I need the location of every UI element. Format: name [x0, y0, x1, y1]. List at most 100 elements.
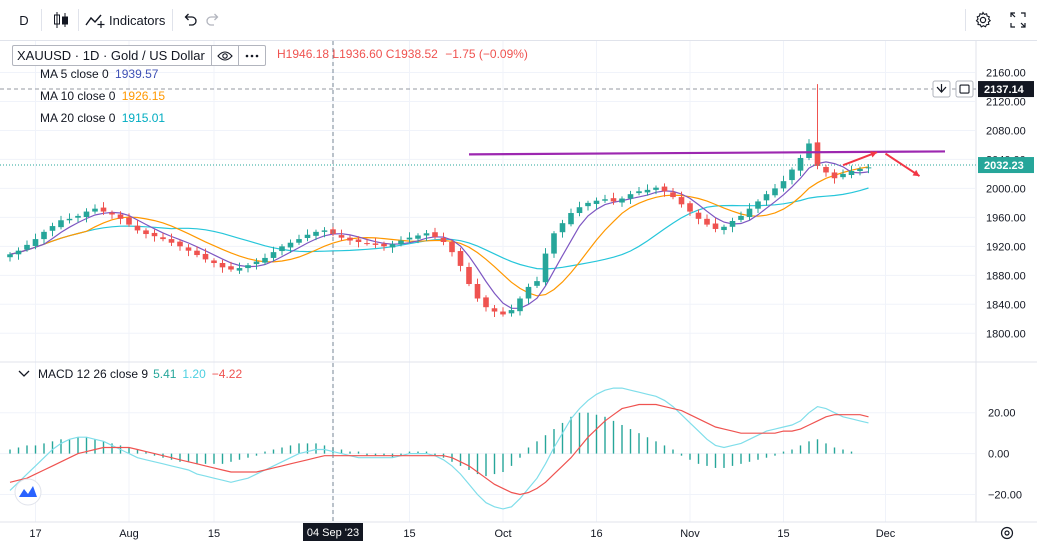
candle-body — [236, 268, 243, 271]
macd-signal-value: −4.22 — [211, 367, 243, 381]
interval-button[interactable]: D — [14, 8, 34, 32]
trend-line — [468, 150, 946, 156]
ma5-legend[interactable]: MA 5 close 0 1939.57 — [40, 67, 158, 81]
candle-body — [372, 243, 379, 245]
candle-body — [576, 207, 583, 214]
more-icon — [245, 54, 259, 57]
price-chart[interactable]: 2160.002120.002080.002040.002000.001960.… — [0, 41, 1037, 547]
macd-tick-label: 20.00 — [988, 408, 1016, 420]
candle-body — [423, 233, 430, 236]
candle-body — [347, 237, 353, 241]
candle-body — [593, 200, 600, 204]
price-tick-label: 1840.00 — [986, 299, 1026, 311]
ma20-legend[interactable]: MA 20 close 0 1915.01 — [40, 111, 165, 125]
indicators-button[interactable]: Indicators — [85, 8, 165, 32]
candle-body — [245, 265, 251, 269]
candle-body — [24, 244, 30, 250]
axes: 2160.002120.002080.002040.002000.001960.… — [14, 67, 1034, 541]
candle-body — [568, 213, 574, 225]
candle-body — [262, 257, 268, 263]
ma10-line — [9, 166, 869, 297]
ma10-label: MA 10 close 0 — [40, 89, 116, 103]
candle-body — [338, 235, 345, 238]
more-button[interactable] — [237, 46, 265, 65]
candle-body — [704, 218, 710, 225]
collapse-icon[interactable] — [16, 368, 32, 380]
logo-badge — [14, 478, 42, 506]
candle-body — [644, 189, 651, 193]
macd-line — [9, 387, 869, 510]
candle-body — [491, 308, 498, 312]
candle-body — [627, 194, 634, 199]
time-tick-label: 15 — [403, 528, 415, 540]
ma20-value: 1915.01 — [121, 111, 166, 125]
close-value: C1938.52 — [385, 47, 438, 61]
candle-body — [296, 239, 302, 243]
macd-legend[interactable]: MACD 12 26 close 9 5.41 1.20 −4.22 — [16, 367, 242, 381]
macd-line-value: 1.20 — [182, 367, 206, 381]
arrow-down-line — [884, 152, 921, 177]
ma10-legend[interactable]: MA 10 close 0 1926.15 — [40, 89, 165, 103]
ma20-label: MA 20 close 0 — [40, 111, 116, 125]
candle-body — [585, 202, 591, 207]
reset-scale-button — [955, 80, 974, 98]
arrow-up-head — [870, 151, 877, 158]
fullscreen-icon — [1010, 12, 1026, 28]
candle-body — [253, 261, 260, 265]
candle-body — [823, 167, 829, 173]
candle-body — [398, 240, 404, 245]
redo-button[interactable] — [203, 8, 223, 32]
low-value: L1936.60 — [332, 47, 383, 61]
candle-body — [474, 284, 481, 299]
grid — [0, 41, 1037, 523]
macd-label: MACD 12 26 close 9 — [38, 367, 149, 381]
symbol-legend[interactable]: XAUUSD · 1D · Gold / US Dollar — [12, 45, 266, 66]
logo-icon — [19, 486, 37, 497]
ohlc-values: H1946.18 L1936.60 C1938.52 −1.75 (−0.09%… — [277, 47, 528, 61]
ma20-line — [9, 187, 869, 270]
fullscreen-button[interactable] — [1007, 8, 1029, 32]
candle-body — [746, 208, 753, 218]
high-price-label: 2137.14 — [984, 84, 1025, 96]
candle-body — [508, 310, 515, 314]
candle-body — [219, 263, 226, 268]
gear-icon — [975, 11, 992, 28]
time-tick-label: Oct — [494, 528, 511, 540]
candle-body — [857, 168, 863, 172]
reset-icon — [959, 84, 970, 94]
time-tick-label: 17 — [29, 528, 41, 540]
candle-body — [143, 230, 149, 235]
interval-label: D — [19, 12, 29, 28]
candle-body — [313, 231, 319, 236]
candle-body — [75, 215, 81, 218]
candle-body — [194, 250, 200, 256]
price-tick-label: 2160.00 — [986, 67, 1026, 79]
candle-body — [831, 172, 838, 179]
toolbar-divider — [41, 9, 42, 31]
chart-type-button[interactable] — [50, 8, 72, 32]
candle-body — [687, 203, 693, 212]
ma10-value: 1926.15 — [121, 89, 166, 103]
last-price-label: 2032.23 — [984, 160, 1024, 172]
candle-body — [772, 188, 778, 196]
candle-body — [619, 198, 625, 203]
settings-button[interactable] — [972, 8, 994, 32]
candle-body — [15, 250, 22, 255]
undo-button[interactable] — [180, 8, 200, 32]
macd-tick-label: 0.00 — [988, 449, 1009, 461]
candle-body — [534, 281, 540, 286]
candle-body — [610, 198, 617, 202]
candle-body — [738, 215, 744, 220]
visibility-button[interactable] — [210, 46, 238, 65]
candle-body — [160, 237, 166, 240]
candle-body — [559, 223, 566, 233]
candle-body — [483, 297, 489, 308]
candle-body — [653, 187, 659, 190]
candle-body — [797, 157, 804, 171]
axis-settings-icon-core — [1004, 530, 1010, 536]
macd-histogram — [9, 412, 853, 477]
undo-icon — [184, 13, 197, 26]
candle-body — [168, 239, 175, 243]
candle-body — [780, 181, 787, 189]
candle-body — [211, 260, 217, 264]
